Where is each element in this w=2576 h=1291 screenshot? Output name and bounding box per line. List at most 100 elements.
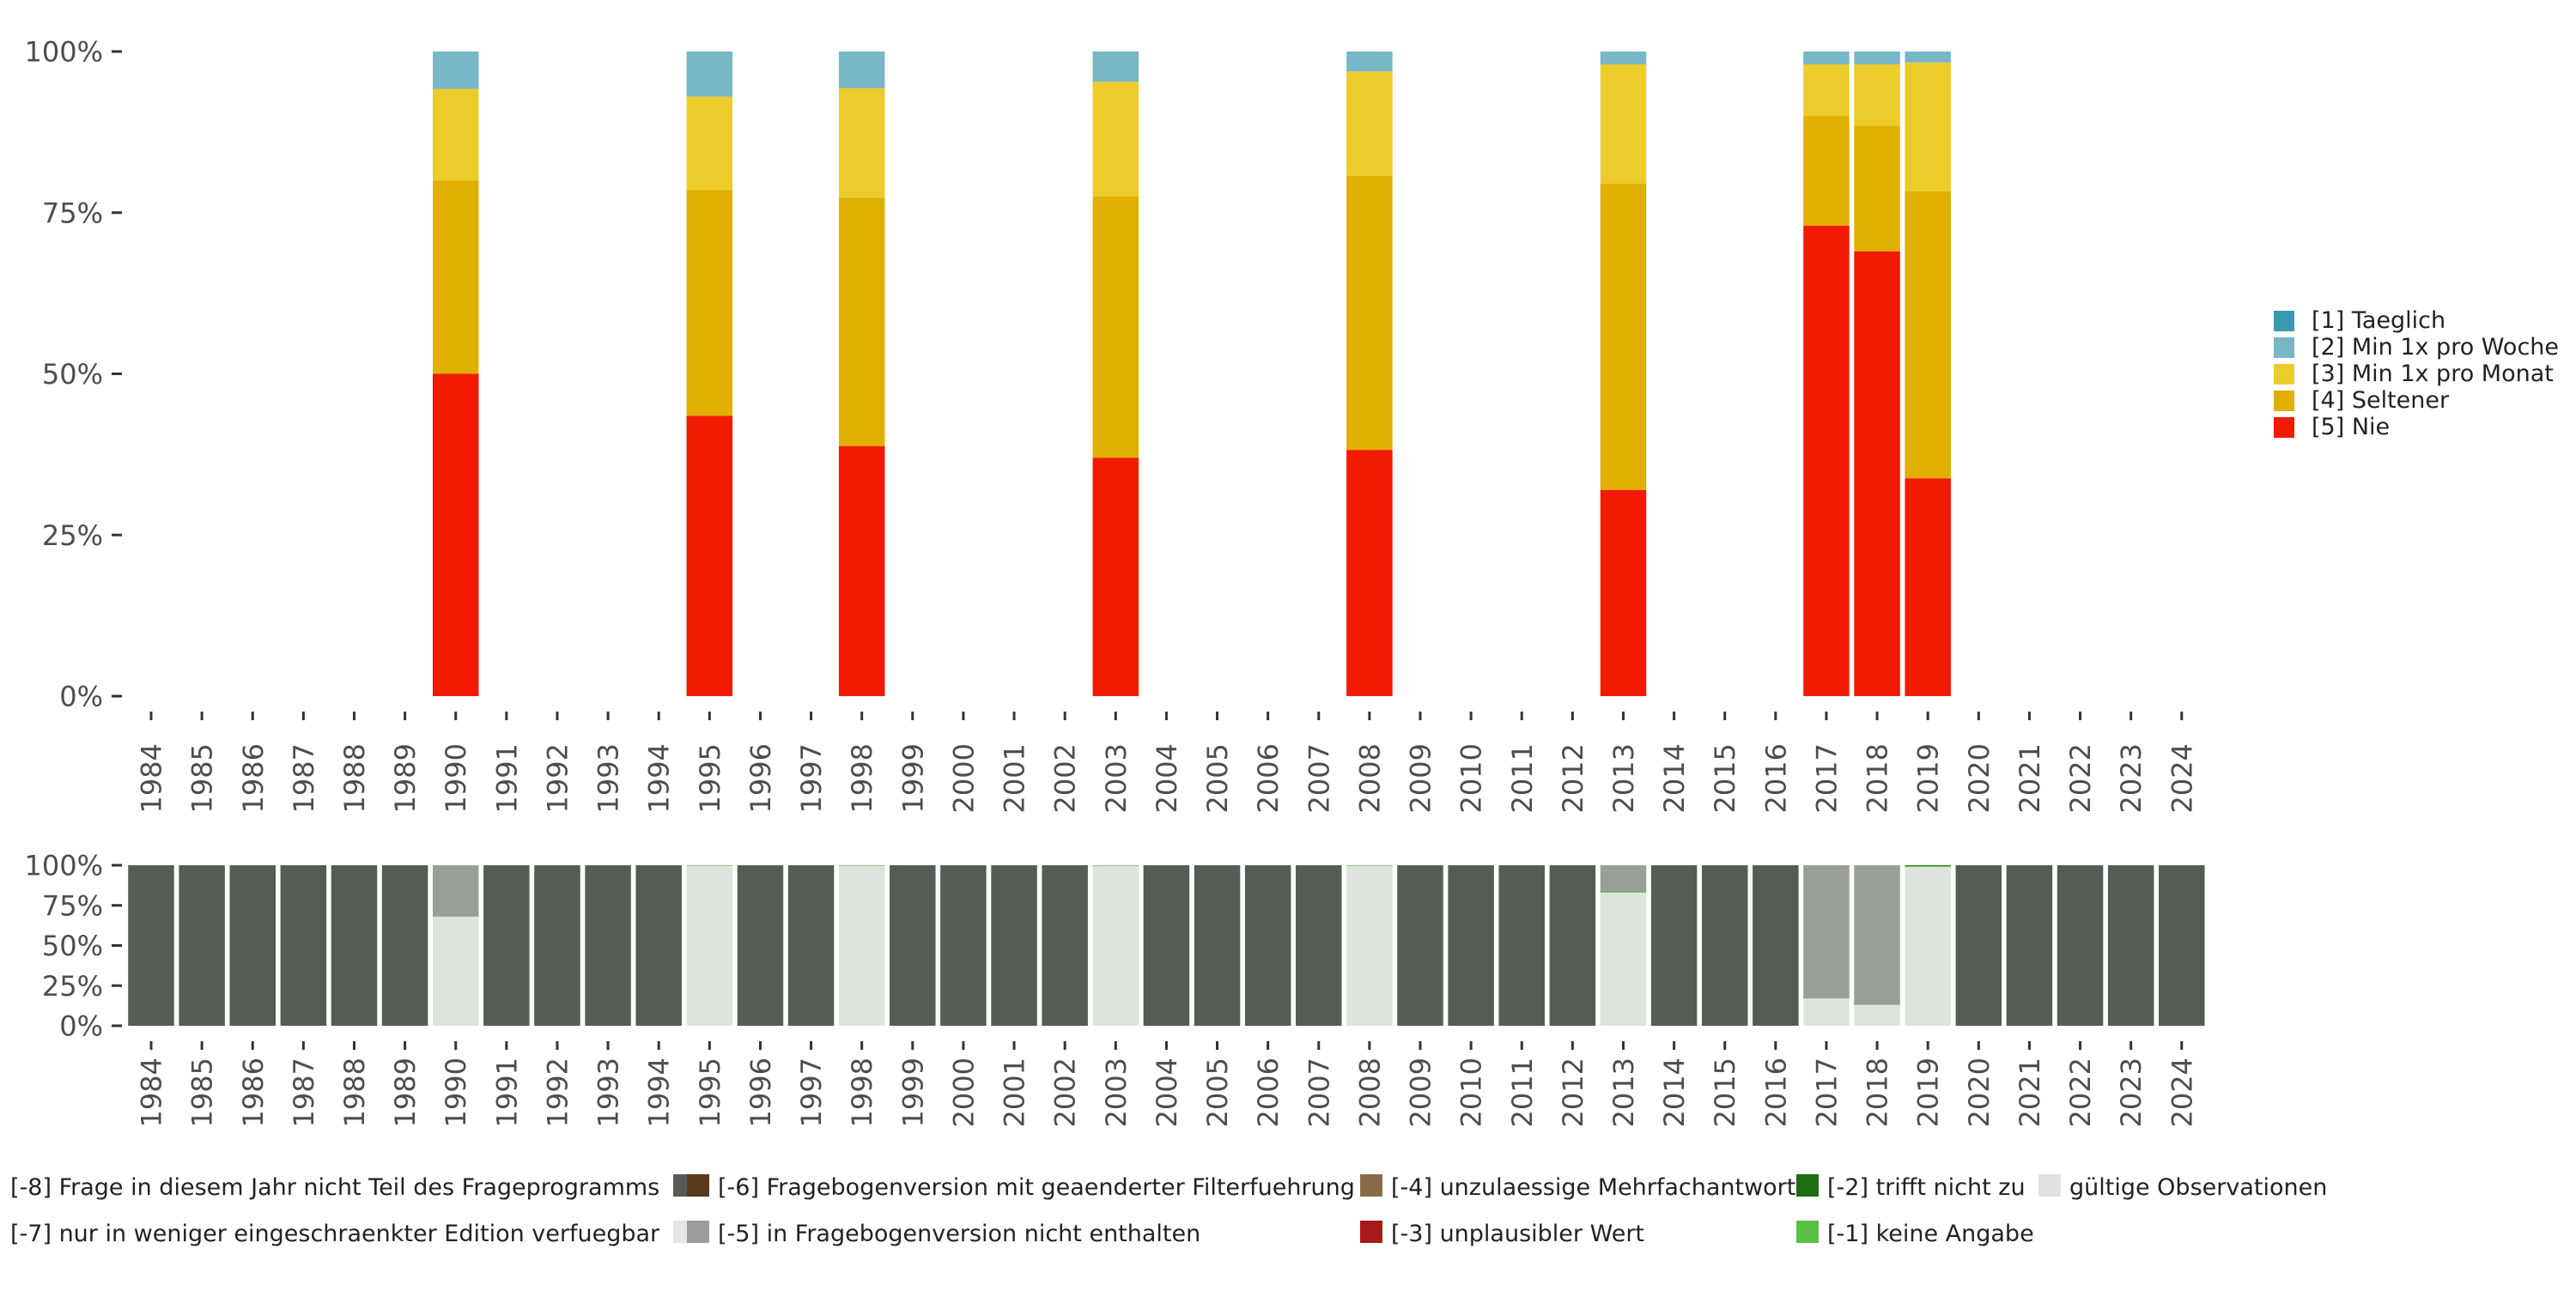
bar-segment-8-frage-in-diesem-jahr-nicht-teil-des-frageprogramms-2011 [1498,865,1545,1026]
x-tick-label: 2011 [1506,1058,1539,1127]
legend-swatch-g-ltige-observationen [2038,1174,2061,1197]
bar-segment-4-seltener-1995 [686,190,733,416]
bar-segment-g-ltige-observationen-2018 [1854,1004,1900,1026]
x-tick-label: 1996 [744,1058,777,1127]
legend-label-4-unzulaessige-mehrfachantwort: [-4] unzulaessige Mehrfachantwort [1391,1174,1795,1201]
bar-segment-g-ltige-observationen-1990 [432,916,479,1026]
x-tick-label: 2015 [1709,1058,1741,1127]
legend-label-3-unplausibler-wert: [-3] unplausibler Wert [1391,1221,1644,1247]
bar-segment-3-min-1x-pro-monat-2019 [1905,62,1951,191]
bar-segment-8-frage-in-diesem-jahr-nicht-teil-des-frageprogramms-1988 [331,865,378,1026]
x-tick-label: 2017 [1810,1058,1843,1127]
bar-segment-8-frage-in-diesem-jahr-nicht-teil-des-frageprogramms-1999 [890,865,936,1026]
x-tick-label: 1999 [896,743,929,813]
x-tick-label: 2021 [2014,743,2046,813]
legend-label-1-taeglich: [1] Taeglich [2312,307,2445,334]
bar-segment-8-frage-in-diesem-jahr-nicht-teil-des-frageprogramms-2022 [2057,865,2104,1026]
bar-segment-g-ltige-observationen-2019 [1905,866,1951,1026]
bar-segment-8-frage-in-diesem-jahr-nicht-teil-des-frageprogramms-1989 [381,865,428,1026]
bar-segment-2-min-1x-pro-woche-2019 [1905,52,1951,63]
top-chart: 0% 25% 50% 75% 100% 1984 1985 1986 1987 1988 1989 1… [25,36,2199,814]
bar-segment-3-min-1x-pro-monat-1998 [838,88,885,198]
legend-label-2-min-1x-pro-woche: [2] Min 1x pro Woche [2312,334,2559,361]
y-tick-label: 100% [25,36,103,69]
x-tick-label: 2004 [1151,743,1183,813]
bar-segment-8-frage-in-diesem-jahr-nicht-teil-des-frageprogramms-2020 [1955,865,2002,1026]
x-tick-label: 1997 [795,743,828,813]
legend-swatch-4-seltener [2274,391,2294,411]
x-tick-label: 1990 [440,743,472,813]
x-tick-label: 2008 [1353,1058,1386,1127]
x-tick-label: 2013 [1607,1058,1640,1127]
x-tick-label: 1995 [694,1058,726,1127]
legend-label-7-nur-in-weniger-eingeschraenkter-edition-verfuegbar: [-7] nur in weniger eingeschraenkter Edi… [10,1221,660,1247]
x-tick-label: 2013 [1607,743,1640,813]
bar-segment-2-min-1x-pro-woche-1990 [432,52,479,89]
x-tick-label: 2001 [999,743,1031,813]
bar-segment-1-keine-angabe-2019 [1905,865,1951,867]
bar-segment-3-min-1x-pro-monat-2008 [1346,71,1393,176]
bar-segment-8-frage-in-diesem-jahr-nicht-teil-des-frageprogramms-2004 [1143,865,1190,1026]
bar-segment-8-frage-in-diesem-jahr-nicht-teil-des-frageprogramms-1996 [737,865,784,1026]
bar-segment-8-frage-in-diesem-jahr-nicht-teil-des-frageprogramms-1984 [128,865,174,1026]
x-tick-label: 2018 [1862,1058,1894,1127]
bar-segment-g-ltige-observationen-2013 [1600,892,1647,1026]
x-tick-label: 2006 [1252,743,1285,813]
bar-segment-8-frage-in-diesem-jahr-nicht-teil-des-frageprogramms-2009 [1397,865,1443,1026]
bar-segment-8-frage-in-diesem-jahr-nicht-teil-des-frageprogramms-1987 [280,865,327,1026]
y-tick-label: 0% [59,681,103,713]
bar-segment-8-frage-in-diesem-jahr-nicht-teil-des-frageprogramms-2015 [1701,865,1748,1026]
bar-segment-5-in-fragebogenversion-nicht-enthalten-2018 [1854,865,1900,1005]
bar-segment-8-frage-in-diesem-jahr-nicht-teil-des-frageprogramms-2006 [1244,865,1291,1026]
legend-label-g-ltige-observationen: gültige Observationen [2069,1174,2327,1201]
legend-swatch-4-unzulaessige-mehrfachantwort [1360,1174,1382,1197]
bar-segment-3-min-1x-pro-monat-2003 [1092,82,1139,197]
x-tick-label: 1987 [288,743,320,813]
bar-segment-1-keine-angabe-2008 [1346,865,1393,866]
x-tick-label: 2010 [1455,743,1488,813]
x-tick-label: 1993 [592,1058,625,1127]
x-tick-label: 1999 [896,1058,929,1127]
bar-segment-8-frage-in-diesem-jahr-nicht-teil-des-frageprogramms-2005 [1194,865,1241,1026]
bar-segment-8-frage-in-diesem-jahr-nicht-teil-des-frageprogramms-2002 [1042,865,1088,1026]
bar-segment-5-nie-2013 [1600,489,1647,696]
x-tick-label: 1990 [440,1058,472,1127]
x-tick-label: 1986 [237,1058,270,1127]
x-tick-label: 1993 [592,743,625,813]
x-tick-label: 2001 [999,1058,1031,1127]
bar-segment-5-nie-2018 [1854,251,1900,696]
x-tick-label: 2019 [1912,743,1945,813]
x-tick-label: 1989 [389,743,422,813]
x-tick-label: 2023 [2115,743,2148,813]
x-tick-label: 2014 [1658,1058,1691,1127]
x-tick-label: 2020 [1963,1058,1996,1127]
bar-segment-8-frage-in-diesem-jahr-nicht-teil-des-frageprogramms-1993 [585,865,631,1026]
bar-segment-4-seltener-2017 [1803,116,1850,226]
x-tick-label: 2003 [1100,743,1133,813]
x-tick-label: 2007 [1303,743,1335,813]
bar-segment-g-ltige-observationen-2003 [1092,865,1139,1026]
x-tick-label: 2009 [1405,1058,1437,1127]
legend-label-1-keine-angabe: [-1] keine Angabe [1827,1221,2034,1247]
x-tick-label: 1994 [643,1058,676,1127]
x-tick-label: 1992 [541,1058,574,1127]
bar-segment-8-frage-in-diesem-jahr-nicht-teil-des-frageprogramms-2021 [2006,865,2053,1026]
bar-segment-1-keine-angabe-1995 [686,865,733,866]
bar-segment-1-keine-angabe-2003 [1092,865,1139,866]
legend-swatch-1-taeglich [2274,311,2294,331]
x-tick-label: 1991 [490,1058,523,1127]
bar-segment-5-nie-2008 [1346,450,1393,696]
legend-label-5-nie: [5] Nie [2312,414,2390,440]
y-tick-label: 100% [25,850,103,882]
x-tick-label: 2016 [1759,743,1792,813]
x-tick-label: 2022 [2064,1058,2097,1127]
legend-swatch-1-keine-angabe [1796,1221,1819,1243]
x-tick-label: 2006 [1252,1058,1285,1127]
x-tick-label: 2023 [2115,1058,2148,1127]
legend-swatch-3-min-1x-pro-monat [2274,364,2294,385]
bar-segment-2-min-1x-pro-woche-2013 [1600,52,1647,65]
bar-segment-3-min-1x-pro-monat-2017 [1803,64,1850,117]
legend-label-5-in-fragebogenversion-nicht-enthalten: [-5] in Fragebogenversion nicht enthalte… [718,1221,1200,1247]
x-tick-label: 1988 [338,743,371,813]
